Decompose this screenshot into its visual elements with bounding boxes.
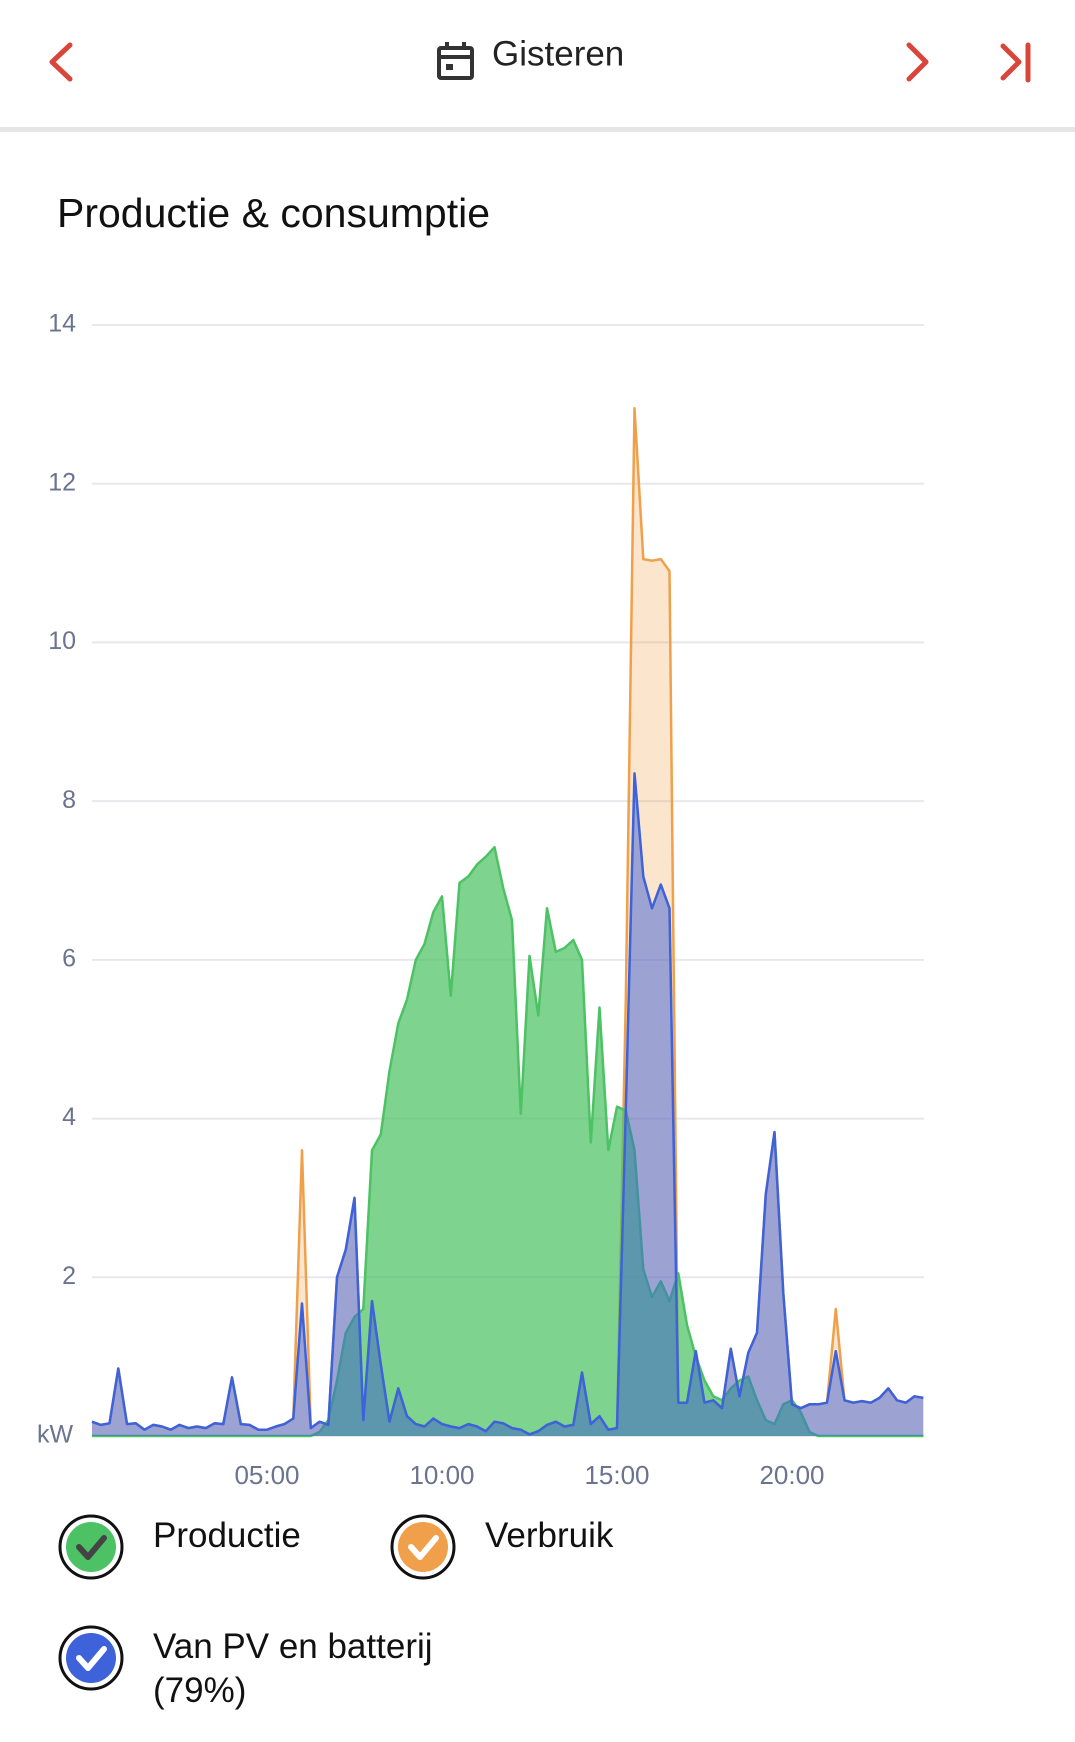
y-tick-label: 4 bbox=[62, 1103, 76, 1131]
legend-item[interactable] bbox=[58, 1625, 124, 1691]
legend-swatch bbox=[66, 1633, 116, 1683]
y-tick-label: 12 bbox=[48, 468, 76, 496]
legend-label[interactable]: Verbruik bbox=[485, 1516, 614, 1555]
legend-label[interactable]: Van PV en batterij (79%) bbox=[153, 1627, 433, 1710]
y-tick-label: 14 bbox=[48, 310, 76, 338]
plot-area bbox=[91, 407, 924, 1438]
top-bar bbox=[0, 0, 1075, 128]
legend-check bbox=[408, 1535, 439, 1560]
y-tick-label: 6 bbox=[62, 944, 76, 972]
legend bbox=[58, 1514, 456, 1691]
top-bar-border bbox=[0, 127, 1075, 132]
legend-check bbox=[76, 1535, 107, 1560]
previous-button[interactable] bbox=[49, 42, 73, 82]
y-tick-label: 2 bbox=[62, 1262, 76, 1290]
legend-item[interactable] bbox=[390, 1514, 456, 1580]
legend-swatch bbox=[398, 1522, 448, 1572]
y-tick-label: 10 bbox=[48, 627, 76, 655]
date-title[interactable]: Gisteren bbox=[492, 34, 624, 73]
next-button[interactable] bbox=[906, 42, 929, 82]
x-tick-label: 15:00 bbox=[584, 1460, 649, 1490]
y-tick-label: kW bbox=[37, 1421, 74, 1449]
x-tick-label: 20:00 bbox=[759, 1460, 824, 1490]
legend-swatch bbox=[66, 1522, 116, 1572]
legend-item[interactable] bbox=[58, 1514, 124, 1580]
legend-check bbox=[76, 1646, 107, 1671]
y-tick-label: 8 bbox=[62, 786, 76, 814]
calendar-icon bbox=[437, 42, 474, 80]
chart-title: Productie & consumptie bbox=[57, 190, 490, 236]
x-tick-label: 10:00 bbox=[409, 1460, 474, 1490]
x-tick-label: 05:00 bbox=[234, 1460, 299, 1490]
axes: kW 2 4 6 8 10 12 14 05:00 10:00 15:00 20:00 bbox=[37, 310, 825, 1490]
area bbox=[92, 847, 924, 1436]
line bbox=[91, 772, 924, 1436]
last-button[interactable] bbox=[1000, 42, 1031, 83]
legend-label[interactable]: Productie bbox=[153, 1516, 301, 1555]
